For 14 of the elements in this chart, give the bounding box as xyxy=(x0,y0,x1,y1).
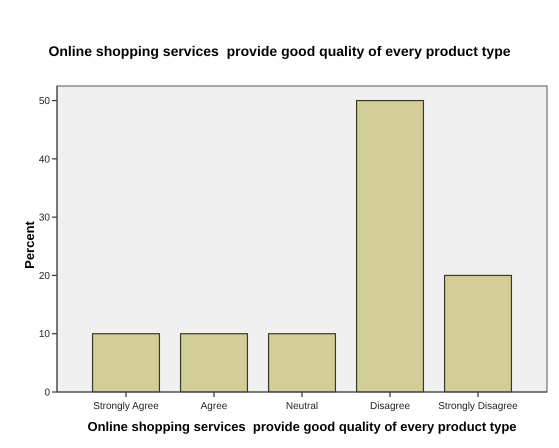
x-tick-label: Agree xyxy=(200,401,228,412)
y-tick-label: 20 xyxy=(38,270,50,282)
x-tick-label: Neutral xyxy=(286,401,318,412)
x-tick-label: Strongly Disagree xyxy=(438,401,518,412)
y-tick-label: 40 xyxy=(38,154,50,166)
y-tick-label: 30 xyxy=(38,212,50,224)
x-tick-label: Disagree xyxy=(370,401,410,412)
chart-title: Online shopping services provide good quality of every product type xyxy=(48,43,511,59)
x-axis-title: Online shopping services provide good quality of every product type xyxy=(87,419,517,434)
y-tick-label: 10 xyxy=(38,329,50,340)
x-tick-label: Strongly Agree xyxy=(93,401,160,412)
y-tick-label: 50 xyxy=(38,96,50,108)
y-tick-label: 0 xyxy=(44,388,50,398)
y-axis-title: Percent xyxy=(22,220,37,269)
